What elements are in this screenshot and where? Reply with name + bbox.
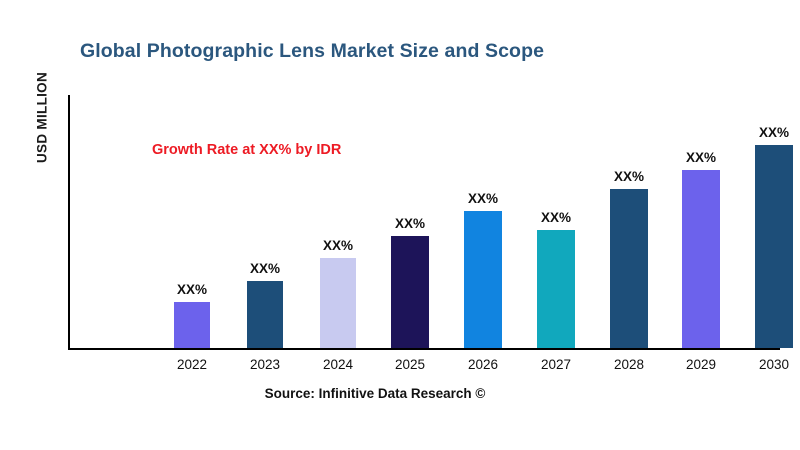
source-caption: Source: Infinitive Data Research © [264,386,486,401]
bar-value-label: XX% [249,261,281,276]
x-tick-label-2028: 2028 [613,357,645,372]
bar[interactable] [755,145,793,348]
bar-group: XX% [682,95,720,348]
bar-value-label: XX% [758,125,790,140]
bar-group: XX% [537,95,575,348]
x-axis-line [68,348,780,350]
page-title: Global Photographic Lens Market Size and… [80,40,545,62]
x-tick-label-2024: 2024 [322,357,354,372]
y-axis-line [68,95,70,350]
bar[interactable] [464,211,502,348]
bar-group: XX% [755,95,793,348]
bar[interactable] [610,189,648,348]
x-tick-label-2026: 2026 [467,357,499,372]
bar-value-label: XX% [322,238,354,253]
x-tick-label-2027: 2027 [540,357,572,372]
bar[interactable] [174,302,210,348]
bar[interactable] [320,258,356,348]
bar-value-label: XX% [540,210,572,225]
bar[interactable] [247,281,283,348]
x-tick-label-2029: 2029 [685,357,717,372]
x-tick-label-2023: 2023 [249,357,281,372]
bar[interactable] [682,170,720,348]
bar-value-label: XX% [685,150,717,165]
bar[interactable] [537,230,575,348]
bar-value-label: XX% [394,216,426,231]
x-tick-label-2025: 2025 [394,357,426,372]
x-tick-label-2022: 2022 [176,357,208,372]
y-axis-title: USD MILLION [34,71,50,164]
bar-group: XX% [391,95,429,348]
bar-group: XX% [174,95,210,348]
bar-value-label: XX% [176,282,208,297]
bar-group: XX% [610,95,648,348]
bar-group: XX% [320,95,356,348]
growth-rate-annotation: Growth Rate at XX% by IDR [152,142,342,158]
bar-value-label: XX% [613,169,645,184]
bar-group: XX% [247,95,283,348]
bar-group: XX% [464,95,502,348]
bar[interactable] [391,236,429,348]
x-tick-label-2030: 2030 [758,357,790,372]
bar-value-label: XX% [467,191,499,206]
plot-area: Growth Rate at XX% by IDR XX% XX% XX% XX% XX… [68,95,793,350]
